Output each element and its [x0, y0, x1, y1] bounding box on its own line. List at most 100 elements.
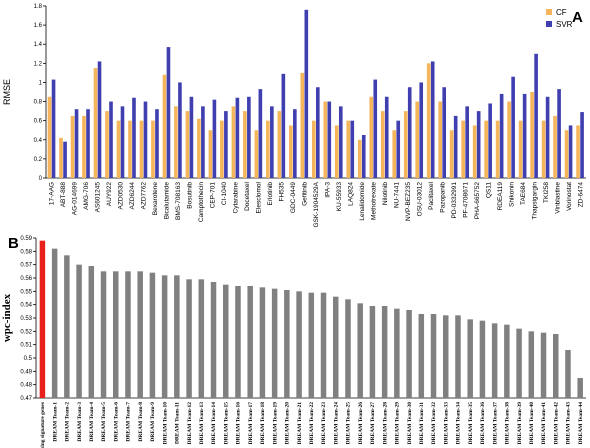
- y-tick-label: 0.57: [20, 263, 32, 269]
- bar: [455, 315, 461, 398]
- bar: [277, 111, 282, 178]
- bar: [47, 96, 52, 178]
- bar: [576, 125, 580, 178]
- x-tick-label: Gefitinib: [302, 182, 309, 206]
- bar: [155, 109, 159, 178]
- bar: [467, 319, 473, 398]
- x-tick-label: DREAM Team-13: [199, 402, 205, 445]
- bar: [327, 101, 332, 178]
- y-tick-label: 0.8: [34, 100, 43, 106]
- x-tick-label: ABT-888: [60, 182, 67, 208]
- bar: [491, 323, 498, 398]
- bar: [151, 120, 155, 178]
- bar: [406, 310, 412, 398]
- y-tick-label: 0.49: [20, 369, 32, 375]
- bar: [132, 97, 136, 178]
- bar: [74, 109, 79, 178]
- x-tick-label: DREAM Team-8: [138, 402, 144, 442]
- x-tick-label: DREAM Team-23: [321, 402, 327, 445]
- x-tick-label: DREAM Team-18: [260, 402, 266, 445]
- bar: [284, 290, 290, 398]
- bar: [143, 101, 148, 178]
- bar: [93, 68, 98, 178]
- bar: [522, 93, 527, 178]
- bar: [39, 240, 46, 398]
- x-tick-label: Bicalutamide: [164, 182, 171, 220]
- y-tick-label: 0.47: [20, 396, 32, 402]
- bar: [418, 314, 425, 398]
- bar: [149, 272, 156, 398]
- bar: [235, 286, 241, 398]
- x-tick-label: NVP-BEZ235: [405, 182, 412, 221]
- x-tick-label: DREAM Team-25: [346, 402, 352, 445]
- x-tick-label: AS601245: [95, 182, 102, 213]
- x-tick-label: DREAM Team-44: [578, 402, 584, 445]
- bar: [116, 120, 121, 178]
- x-tick-label: Paclitaxel: [428, 181, 435, 209]
- bar: [565, 350, 571, 398]
- y-axis-label: RMSE: [2, 79, 12, 105]
- bar: [476, 111, 481, 178]
- x-tick-label: DREAM Team-33: [443, 402, 449, 445]
- bar: [105, 111, 109, 178]
- bar: [465, 106, 469, 178]
- bar: [70, 115, 75, 178]
- x-tick-label: PHA-665752: [474, 182, 481, 220]
- bar: [186, 279, 192, 398]
- bar: [392, 130, 397, 178]
- x-tick-label: DREAM Team-9: [150, 402, 156, 442]
- x-tick-label: TKI258: [543, 182, 550, 203]
- bar: [311, 120, 316, 178]
- bar: [247, 286, 253, 398]
- x-tick-label: DREAM Team-37: [492, 402, 498, 445]
- bar: [333, 296, 339, 398]
- bar: [380, 111, 385, 178]
- x-tick-label: AMG-706: [83, 182, 90, 210]
- x-tick-label: DREAM Team-10: [162, 402, 168, 445]
- bar: [479, 320, 486, 398]
- bar: [357, 303, 363, 398]
- x-tick-label: IPA-3: [324, 182, 331, 198]
- x-tick-label: DREAM Team-20: [285, 402, 291, 445]
- x-tick-label: DREAM Team-4: [89, 402, 95, 442]
- bar: [304, 9, 309, 179]
- bar: [534, 53, 538, 178]
- x-tick-label: Lenalidomide: [359, 182, 366, 221]
- bar: [189, 96, 194, 178]
- bar: [139, 120, 144, 178]
- x-tick-label: DREAM Team-17: [248, 402, 254, 445]
- bar: [100, 271, 107, 398]
- x-tick-label: DREAM Team-12: [187, 402, 193, 445]
- x-tick-label: OSU-03012: [416, 182, 423, 217]
- bar: [220, 120, 224, 178]
- x-tick-label: GSK-1904529A: [313, 181, 320, 227]
- bar: [51, 79, 56, 178]
- x-tick-label: NU-7441: [393, 182, 400, 208]
- x-tick-label: DREAM Team-29: [395, 402, 401, 445]
- bar: [499, 93, 504, 178]
- bar: [568, 125, 573, 178]
- bar: [266, 120, 270, 178]
- bar: [442, 87, 447, 178]
- x-tick-label: Vinblastine: [554, 182, 561, 214]
- bar: [289, 125, 293, 178]
- x-tick-label: DREAM Team-11: [175, 402, 181, 444]
- x-tick-label: AZD6244: [129, 182, 136, 210]
- x-tick-label: BMS-708163: [175, 182, 182, 220]
- x-tick-label: DREAM Team-30: [407, 402, 413, 445]
- bar: [577, 378, 583, 398]
- bar: [361, 135, 366, 178]
- bar: [271, 288, 278, 398]
- bar: [259, 287, 266, 398]
- bar: [540, 332, 547, 398]
- bar: [381, 306, 388, 398]
- bar: [580, 112, 584, 178]
- bar: [553, 334, 559, 398]
- bar: [415, 101, 420, 178]
- panel-label: A: [572, 9, 583, 26]
- bar: [338, 106, 343, 178]
- bar: [545, 96, 550, 178]
- bar: [208, 130, 213, 178]
- x-tick-label: DREAM Team-28: [382, 402, 388, 445]
- bar: [369, 96, 374, 178]
